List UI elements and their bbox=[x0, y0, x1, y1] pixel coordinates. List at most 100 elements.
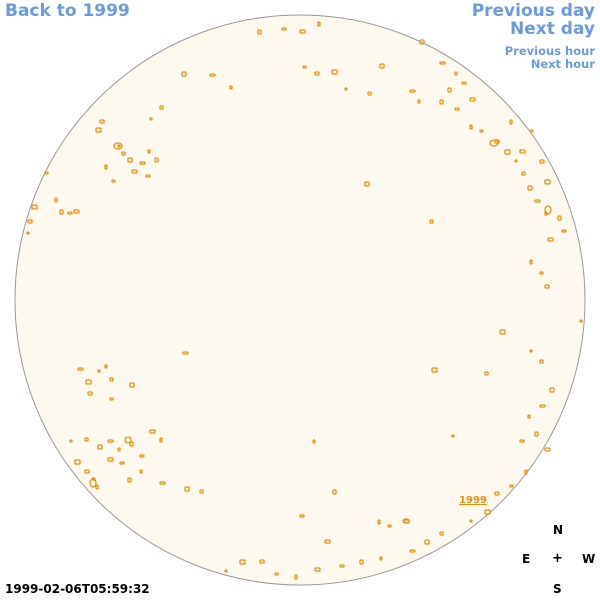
contour-mark bbox=[344, 87, 348, 91]
contour-mark bbox=[484, 371, 489, 376]
contour-mark bbox=[479, 129, 484, 133]
contour-mark bbox=[499, 329, 506, 335]
contour-mark bbox=[447, 87, 452, 93]
contour-mark bbox=[117, 447, 121, 452]
contour-mark bbox=[529, 349, 533, 353]
contour-mark bbox=[95, 484, 99, 490]
contour-mark bbox=[387, 524, 392, 528]
contour-mark bbox=[107, 457, 114, 462]
contour-mark bbox=[494, 139, 500, 144]
contour-mark bbox=[181, 71, 187, 77]
contour-mark bbox=[74, 459, 81, 465]
next-hour-link[interactable]: Next hour bbox=[530, 57, 595, 71]
contour-mark bbox=[529, 259, 533, 265]
disk-year-link[interactable]: 1999 bbox=[459, 495, 487, 506]
contour-mark bbox=[129, 382, 135, 388]
contour-mark bbox=[107, 439, 114, 443]
compass-east-label: E bbox=[522, 552, 531, 566]
contour-mark bbox=[519, 439, 525, 443]
previous-day-link[interactable]: Previous day bbox=[471, 1, 595, 21]
contour-loop bbox=[113, 142, 123, 150]
contour-mark bbox=[439, 99, 444, 105]
contour-mark bbox=[339, 564, 345, 568]
contour-mark bbox=[324, 539, 331, 544]
contour-mark bbox=[99, 119, 105, 124]
contour-mark bbox=[312, 439, 316, 444]
next-day-link[interactable]: Next day bbox=[510, 19, 595, 39]
contour-loop bbox=[89, 478, 97, 488]
contour-mark bbox=[539, 271, 544, 275]
contour-mark bbox=[117, 144, 121, 148]
contour-mark bbox=[509, 484, 514, 488]
contour-mark bbox=[149, 117, 153, 121]
contour-mark bbox=[26, 231, 30, 235]
contour-mark bbox=[294, 574, 298, 580]
contour-loop bbox=[402, 518, 410, 524]
contour-loop bbox=[544, 205, 552, 215]
contour-mark bbox=[259, 559, 265, 564]
contour-mark bbox=[139, 469, 143, 474]
contour-mark bbox=[539, 359, 544, 364]
contour-mark bbox=[539, 159, 545, 164]
contour-mark bbox=[547, 237, 554, 242]
contour-mark bbox=[77, 367, 84, 371]
compass-center-icon: + bbox=[552, 551, 563, 566]
contour-mark bbox=[147, 149, 151, 154]
contour-mark bbox=[527, 414, 531, 419]
contour-mark bbox=[544, 179, 551, 185]
contour-mark bbox=[27, 219, 33, 224]
compass-south-label: S bbox=[553, 582, 562, 596]
contour-mark bbox=[159, 481, 166, 485]
contour-mark bbox=[579, 319, 583, 323]
contour-mark bbox=[184, 486, 190, 492]
compass-north-label: N bbox=[553, 523, 564, 537]
contour-mark bbox=[109, 377, 114, 382]
contour-mark bbox=[182, 351, 189, 355]
contour-mark bbox=[131, 169, 138, 174]
contour-mark bbox=[469, 97, 476, 102]
contour-mark bbox=[461, 81, 467, 85]
contour-mark bbox=[302, 65, 307, 69]
contour-mark bbox=[69, 439, 73, 443]
contour-mark bbox=[109, 397, 114, 401]
contour-mark bbox=[419, 39, 425, 45]
back-to-year-link[interactable]: Back to 1999 bbox=[5, 1, 130, 21]
contour-mark bbox=[67, 211, 73, 215]
contour-mark bbox=[484, 509, 491, 515]
contour-mark bbox=[224, 569, 228, 573]
contour-mark bbox=[59, 209, 64, 215]
solar-disk bbox=[14, 14, 586, 586]
contour-mark bbox=[159, 437, 163, 443]
contour-mark bbox=[84, 469, 90, 474]
previous-hour-link[interactable]: Previous hour bbox=[504, 44, 595, 58]
contour-mark bbox=[561, 229, 567, 233]
contour-mark bbox=[549, 387, 555, 393]
contour-mark bbox=[557, 215, 562, 221]
contour-mark bbox=[274, 572, 279, 576]
contour-mark bbox=[494, 491, 500, 496]
contour-mark bbox=[314, 567, 321, 572]
contour-mark bbox=[509, 119, 513, 125]
contour-mark bbox=[534, 431, 539, 437]
contour-mark bbox=[544, 447, 551, 452]
compass-west-label: W bbox=[582, 552, 596, 566]
contour-mark bbox=[139, 454, 145, 458]
contour-mark bbox=[377, 519, 381, 525]
contour-mark bbox=[104, 164, 108, 170]
contour-mark bbox=[431, 367, 438, 373]
contour-mark bbox=[529, 129, 534, 133]
contour-mark bbox=[127, 157, 133, 163]
contour-mark bbox=[504, 149, 511, 155]
contour-mark bbox=[281, 27, 287, 31]
contour-mark bbox=[429, 219, 434, 224]
contour-mark bbox=[359, 559, 364, 565]
contour-mark bbox=[439, 531, 444, 536]
observation-timestamp: 1999-02-06T05:59:32 bbox=[5, 582, 150, 596]
contour-mark bbox=[417, 99, 421, 104]
contour-mark bbox=[299, 29, 306, 34]
contour-mark bbox=[451, 434, 455, 438]
contour-mark bbox=[521, 171, 526, 176]
contour-mark bbox=[514, 159, 518, 163]
contour-mark bbox=[379, 63, 385, 69]
